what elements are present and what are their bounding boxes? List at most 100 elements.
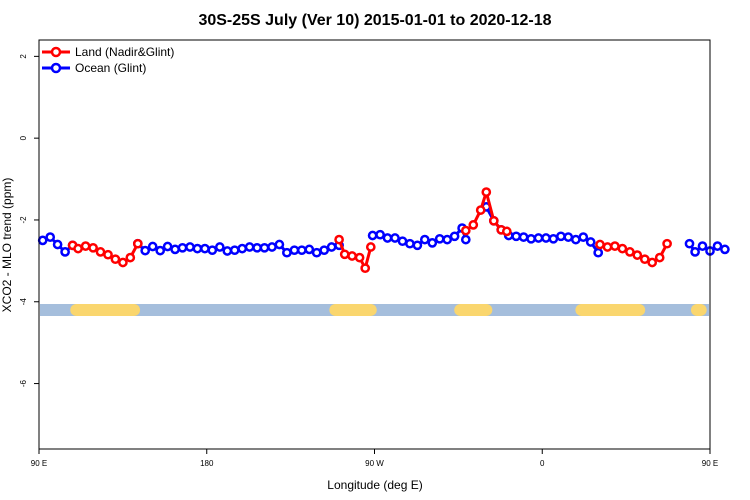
ocean-point-1-13 — [229, 245, 240, 256]
y-tick-label-1: 0 — [19, 135, 28, 140]
ocean-point-4-0 — [684, 238, 695, 249]
land-point-1-4 — [360, 263, 371, 274]
land-point-2-6 — [501, 226, 512, 237]
ocean-point-2-0 — [367, 230, 378, 241]
ocean-point-1-3 — [155, 245, 166, 256]
land-point-3-7 — [647, 257, 658, 268]
legend-land-marker — [50, 46, 62, 58]
ocean-point-2-11 — [449, 231, 460, 242]
ocean-point-1-7 — [185, 242, 195, 252]
land-point-3-3 — [617, 243, 628, 254]
land-point-2-1 — [468, 220, 479, 230]
y-tick-label-4: -6 — [19, 379, 28, 387]
land-point-1-2 — [347, 251, 357, 261]
ocean-point-4-2 — [697, 241, 708, 251]
land-point-0-4 — [95, 247, 106, 257]
ocean-point-3-9 — [548, 233, 559, 244]
ocean-point-2-7 — [419, 234, 430, 245]
land-point-3-2 — [610, 241, 620, 251]
land-point-2-3 — [481, 187, 492, 197]
land-point-1-5 — [365, 242, 376, 252]
chart-title: 30S-25S July (Ver 10) 2015-01-01 to 2020… — [198, 12, 551, 29]
ocean-point-2-6 — [412, 240, 423, 251]
ocean-point-1-9 — [200, 243, 210, 254]
land-point-0-2 — [80, 241, 91, 251]
ocean-point-3-11 — [563, 232, 574, 242]
ocean-point-1-12 — [222, 246, 233, 256]
land-point-0-3 — [88, 242, 98, 253]
ocean-point-1-15 — [244, 242, 255, 252]
ocean-point-2-10 — [442, 234, 453, 245]
land-point-3-5 — [632, 250, 643, 260]
land-point-0-1 — [73, 243, 83, 254]
land-point-2-4 — [488, 215, 499, 226]
x-axis: 90 E 180 90 W 0 90 E — [31, 449, 718, 468]
land-point-3-1 — [602, 242, 613, 252]
ocean-point-1-23 — [304, 244, 315, 255]
legend-ocean-label: Ocean (Glint) — [75, 61, 146, 75]
ocean-point-0-3 — [60, 247, 70, 257]
ocean-point-3-13 — [578, 232, 589, 242]
ocean-point-1-2 — [147, 241, 158, 252]
y-axis: 2 0 -2 -4 -6 — [19, 54, 39, 387]
ocean-point-1-26 — [326, 242, 337, 252]
ocean-point-3-12 — [570, 234, 581, 245]
land-point-0-6 — [110, 254, 121, 265]
land-point-3-8 — [654, 252, 665, 263]
land-point-0-7 — [118, 257, 128, 268]
ocean-point-1-1 — [140, 245, 151, 256]
ocean-point-3-5 — [518, 232, 529, 242]
ocean-point-1-14 — [237, 243, 248, 254]
ocean-point-2-9 — [434, 233, 445, 244]
legend-land-label: Land (Nadir&Glint) — [75, 45, 174, 59]
land-point-1-0 — [334, 234, 344, 245]
ocean-point-1-8 — [192, 243, 203, 254]
y-axis-label: XCO2 - MLO trend (ppm) — [0, 178, 14, 313]
ocean-point-1-10 — [207, 245, 218, 256]
ocean-point-3-15 — [593, 247, 604, 258]
ocean-point-1-20 — [282, 247, 292, 258]
x-tick-label-2: 90 W — [365, 459, 384, 468]
ocean-point-3-7 — [533, 233, 544, 243]
ocean-point-2-8 — [427, 238, 438, 248]
ocean-point-2-1 — [375, 229, 385, 240]
land-point-1-1 — [339, 249, 350, 260]
ocean-point-1-16 — [252, 242, 262, 253]
ocean-point-2-2 — [382, 233, 393, 243]
x-tick-label-3: 0 — [540, 459, 545, 468]
ocean-point-1-6 — [177, 242, 188, 253]
ocean-point-4-4 — [712, 241, 723, 251]
ocean-point-1-11 — [214, 242, 225, 252]
x-axis-label: Longitude (deg E) — [327, 478, 422, 492]
ocean-point-1-24 — [311, 247, 322, 258]
ocean-point-3-4 — [511, 231, 522, 242]
ocean-point-2-13 — [460, 234, 471, 245]
x-tick-label-0: 90 E — [31, 459, 47, 468]
land-point-3-9 — [662, 238, 672, 249]
ocean-point-4-5 — [720, 244, 730, 255]
ocean-point-1-17 — [259, 242, 270, 253]
land-point-2-0 — [460, 225, 471, 236]
land-point-2-2 — [475, 205, 486, 215]
ocean-point-1-22 — [296, 245, 307, 256]
land-point-0-9 — [132, 238, 143, 249]
y-tick-label-0: 2 — [19, 54, 28, 59]
ocean-point-0-0 — [37, 235, 48, 246]
ocean-point-0-2 — [52, 239, 63, 250]
land-point-0-8 — [125, 252, 136, 263]
ocean-point-3-8 — [541, 233, 551, 243]
ocean-point-1-19 — [274, 239, 285, 250]
ocean-point-3-10 — [556, 231, 566, 242]
legend-ocean-marker — [50, 62, 62, 74]
ocean-point-1-21 — [289, 245, 300, 256]
ocean-point-3-14 — [585, 237, 596, 247]
land-point-3-6 — [639, 254, 650, 265]
ocean-point-1-18 — [267, 242, 277, 252]
ocean-point-3-6 — [526, 233, 536, 244]
y-tick-label-2: -2 — [19, 216, 28, 224]
ocean-point-0-1 — [45, 232, 56, 242]
ocean-point-2-4 — [397, 236, 408, 247]
legend: Land (Nadir&Glint) Ocean (Glint) — [42, 45, 174, 75]
